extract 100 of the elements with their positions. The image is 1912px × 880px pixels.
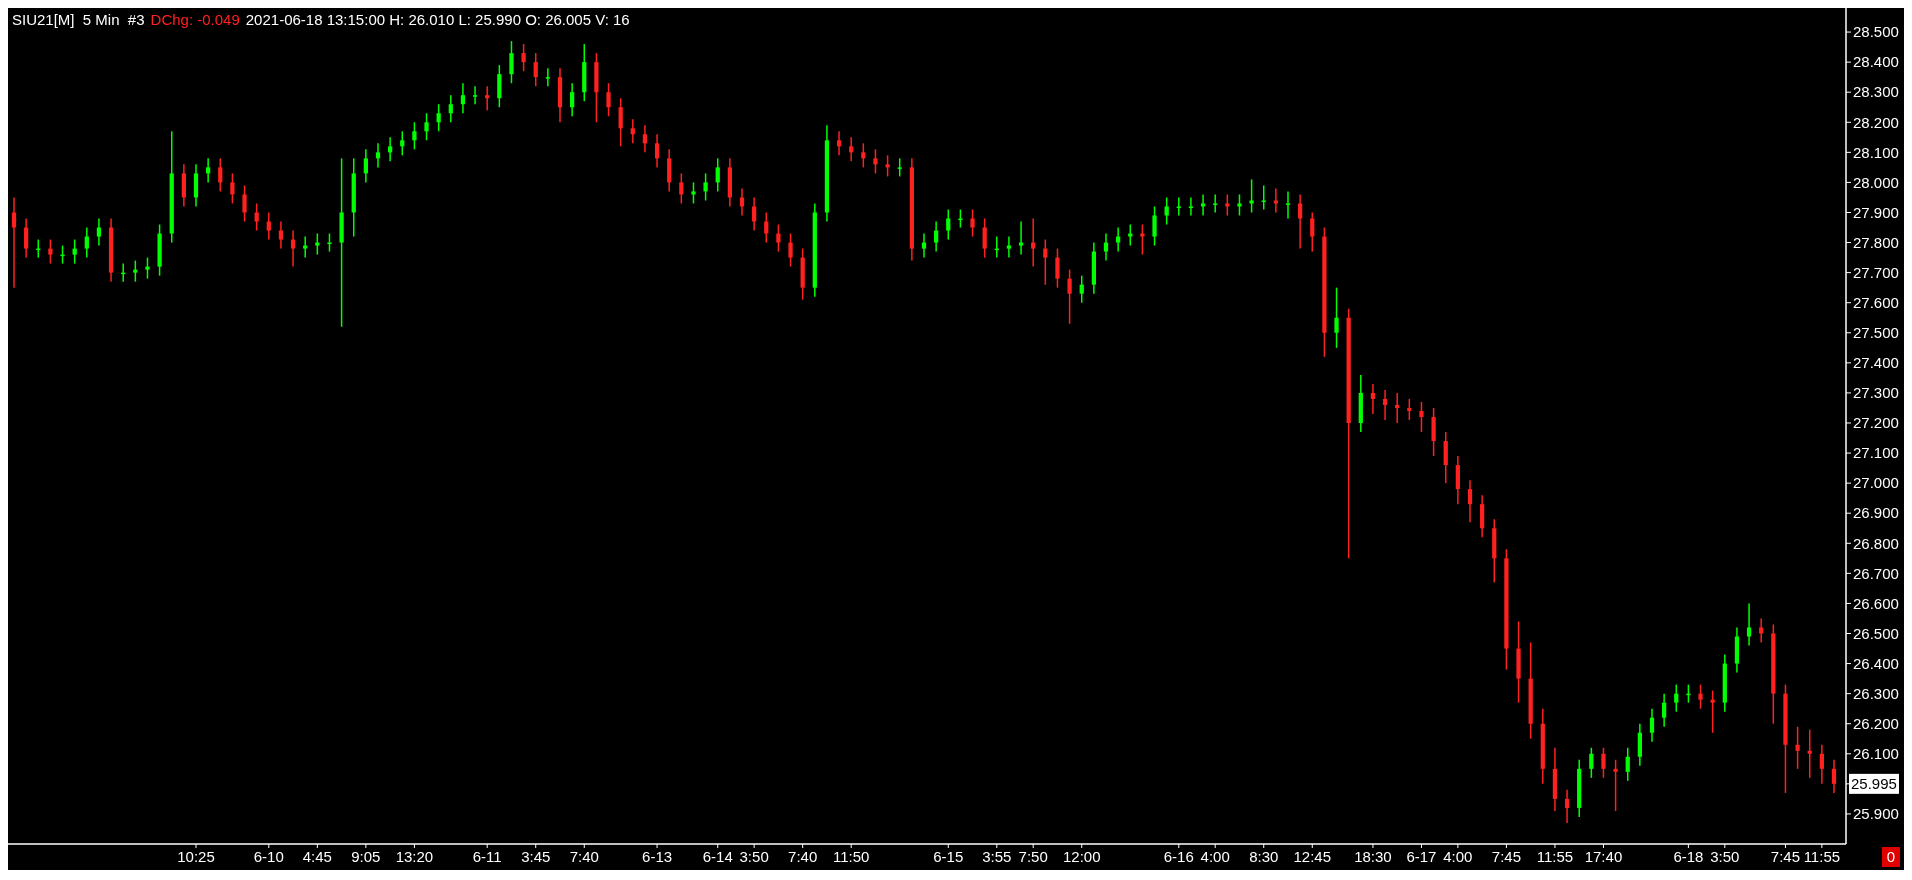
x-tick-label: 6-10	[253, 848, 284, 865]
candlestick	[1698, 683, 1703, 710]
candlestick	[982, 217, 987, 259]
candlestick	[1249, 178, 1254, 214]
x-tick-label: 11:55	[1536, 848, 1574, 865]
candlestick	[654, 133, 660, 169]
candlestick	[1200, 193, 1206, 217]
candlestick	[1006, 235, 1012, 259]
x-tick-label: 7:50	[1018, 848, 1048, 865]
candlestick	[278, 220, 284, 250]
candlestick	[776, 223, 781, 253]
candlestick	[1674, 683, 1679, 713]
candlestick	[764, 211, 769, 244]
candlestick	[72, 238, 77, 265]
candlestick	[1310, 211, 1315, 253]
candlestick	[1031, 217, 1036, 268]
candlestick	[642, 124, 648, 154]
y-tick-label: 26.700	[1853, 564, 1899, 582]
candlestick	[630, 118, 635, 145]
candlestick	[618, 97, 623, 148]
candlestick	[1176, 196, 1181, 217]
candlestick	[436, 103, 441, 133]
y-tick-label: 27.100	[1853, 444, 1899, 462]
candlestick	[1395, 392, 1400, 424]
candlestick	[1710, 689, 1715, 734]
candlestick	[1213, 193, 1218, 214]
candlestick	[96, 217, 102, 247]
candlestick	[230, 172, 235, 205]
candlestick	[885, 154, 890, 178]
candlestick	[1419, 401, 1424, 433]
annotation: 2021-06-18 13:15:00 H: 26.010 L: 25.990 O: 26.005 V: 16	[245, 11, 630, 28]
text: 0	[1886, 848, 1896, 865]
x-tick-label: 7:40	[788, 848, 818, 865]
y-tick-label: 27.800	[1853, 233, 1899, 251]
y-tick-label: 26.600	[1853, 594, 1899, 612]
x-tick-label: 4:00	[1200, 848, 1230, 865]
candlestick	[1128, 223, 1133, 247]
candlestick	[545, 67, 550, 87]
candlestick	[472, 85, 478, 105]
x-tick-label: 6-15	[933, 848, 964, 865]
y-tick-label: 28.500	[1853, 23, 1899, 41]
y-tick-label: 27.300	[1853, 384, 1899, 402]
candlestick	[1819, 744, 1824, 785]
y-tick-label: 28.000	[1853, 173, 1899, 191]
candlestick	[788, 232, 793, 268]
candlestick	[1831, 759, 1837, 794]
x-tick-label: 7:45	[1491, 848, 1521, 865]
x-tick-label: 3:45	[521, 848, 551, 865]
y-tick-label: 28.200	[1853, 113, 1899, 131]
candlestick	[1103, 232, 1109, 262]
candlestick	[1382, 389, 1388, 421]
candlestick	[715, 157, 720, 193]
x-tick-label: 9:05	[351, 848, 381, 865]
candlestick	[1795, 725, 1800, 770]
candlestick	[254, 202, 259, 232]
y-tick-label: 25.900	[1853, 805, 1899, 823]
candlestick	[1662, 692, 1667, 728]
candlestick	[388, 136, 393, 163]
candlestick	[400, 130, 405, 157]
candlestick	[412, 121, 417, 151]
y-tick-label: 26.800	[1853, 534, 1899, 552]
candlestick	[266, 211, 271, 241]
candlestick	[849, 136, 854, 163]
y-tick-label: 26.400	[1853, 654, 1899, 672]
candlestick	[145, 256, 150, 280]
y-tick-label: 27.600	[1853, 293, 1899, 311]
candlestick	[1334, 286, 1339, 349]
candlestick	[752, 196, 757, 232]
candlestick	[206, 157, 211, 184]
x-tick-label: 6-13	[642, 848, 673, 865]
candlestick	[1649, 707, 1655, 743]
candlestick	[290, 229, 296, 268]
candlestick	[691, 181, 696, 205]
x-tick-label: 6-11	[472, 848, 502, 865]
candlestick	[1370, 383, 1376, 415]
candlestick	[1467, 479, 1473, 523]
y-tick-label: 27.700	[1853, 263, 1899, 281]
x-tick-label: 3:50	[739, 848, 769, 865]
x-tick-label: 12:45	[1293, 848, 1332, 865]
x-tick-label: 4:00	[1443, 848, 1473, 865]
candlestick	[1043, 238, 1048, 286]
candlestick	[509, 40, 514, 84]
candlestick	[836, 130, 842, 157]
x-tick-label: 10:25	[177, 848, 215, 865]
candlestick	[606, 82, 611, 118]
candlestick	[218, 157, 223, 193]
candlestick	[1116, 226, 1121, 253]
candlestick	[315, 232, 320, 256]
candlestick	[84, 226, 89, 259]
y-tick-label: 28.400	[1853, 53, 1899, 71]
candlestick	[1067, 268, 1072, 325]
y-tick-label: 26.500	[1853, 624, 1899, 642]
y-tick-label: 26.200	[1853, 714, 1899, 732]
candlestick	[533, 52, 538, 87]
candlestick	[861, 142, 866, 169]
x-tick-label: 4:45	[302, 848, 332, 865]
candlestick	[1625, 747, 1630, 782]
x-tick-label: 7:45	[1770, 848, 1801, 865]
x-tick-label: 6-16	[1163, 848, 1194, 865]
candlestick	[1261, 184, 1266, 211]
